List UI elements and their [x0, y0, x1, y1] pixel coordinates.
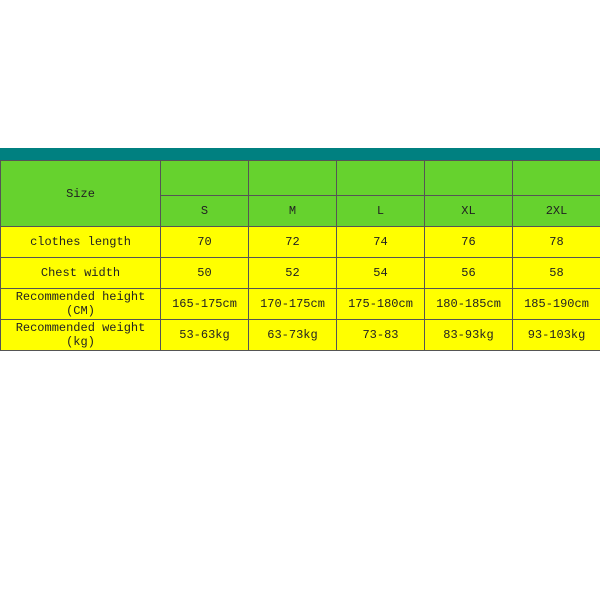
- table-row: Chest width 50 52 54 56 58: [1, 258, 600, 289]
- top-accent-bar: [0, 148, 600, 160]
- cell: 63-73kg: [249, 320, 337, 351]
- cell: 170-175cm: [249, 289, 337, 320]
- cell: 52: [249, 258, 337, 289]
- cell: 165-175cm: [161, 289, 249, 320]
- size-col-header: XL: [425, 196, 513, 227]
- cell: 73-83: [337, 320, 425, 351]
- size-col-blank: [337, 161, 425, 196]
- size-col-header: L: [337, 196, 425, 227]
- cell: 70: [161, 227, 249, 258]
- table-header-row-1: Size: [1, 161, 600, 196]
- size-col-blank: [425, 161, 513, 196]
- cell: 72: [249, 227, 337, 258]
- size-col-blank: [249, 161, 337, 196]
- cell: 78: [513, 227, 600, 258]
- size-col-blank: [161, 161, 249, 196]
- size-col-blank: [513, 161, 600, 196]
- cell: 76: [425, 227, 513, 258]
- size-col-header: M: [249, 196, 337, 227]
- cell: 54: [337, 258, 425, 289]
- size-chart-table: Size S M L XL 2XL clothes length 70 72 7…: [0, 160, 600, 351]
- row-label: clothes length: [1, 227, 161, 258]
- row-label: Recommended height (CM): [1, 289, 161, 320]
- page: { "table": { "type": "table", "colors": …: [0, 0, 600, 600]
- cell: 175-180cm: [337, 289, 425, 320]
- size-col-header: 2XL: [513, 196, 600, 227]
- cell: 74: [337, 227, 425, 258]
- cell: 56: [425, 258, 513, 289]
- table-row: Recommended weight (kg) 53-63kg 63-73kg …: [1, 320, 600, 351]
- cell: 93-103kg: [513, 320, 600, 351]
- row-label: Chest width: [1, 258, 161, 289]
- cell: 50: [161, 258, 249, 289]
- row-label: Recommended weight (kg): [1, 320, 161, 351]
- cell: 83-93kg: [425, 320, 513, 351]
- table-row: Recommended height (CM) 165-175cm 170-17…: [1, 289, 600, 320]
- table-row: clothes length 70 72 74 76 78: [1, 227, 600, 258]
- cell: 58: [513, 258, 600, 289]
- cell: 180-185cm: [425, 289, 513, 320]
- cell: 53-63kg: [161, 320, 249, 351]
- size-col-header: S: [161, 196, 249, 227]
- cell: 185-190cm: [513, 289, 600, 320]
- size-header-cell: Size: [1, 161, 161, 227]
